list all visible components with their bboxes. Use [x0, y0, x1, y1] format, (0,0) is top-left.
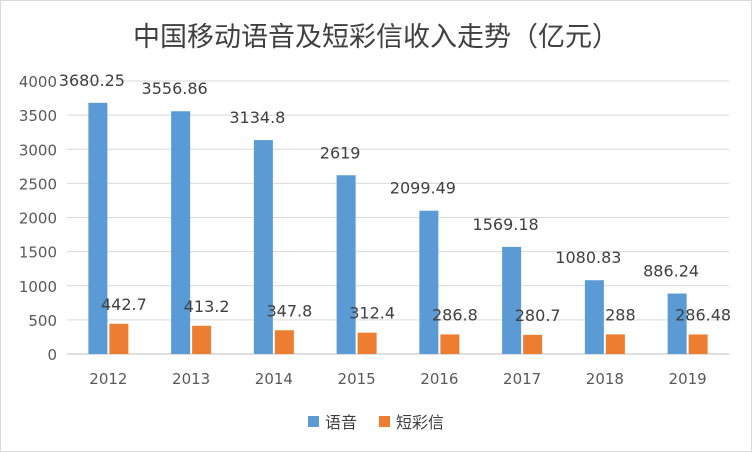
y-tick-label: 0: [47, 346, 57, 364]
x-tick-label: 2013: [172, 370, 210, 388]
x-tick-label: 2015: [338, 370, 376, 388]
bar-sms: [357, 332, 377, 354]
data-label-sms: 280.7: [515, 306, 561, 325]
legend-swatch-voice: [307, 415, 319, 427]
bar-sms: [274, 330, 294, 354]
bar-voice: [502, 246, 522, 354]
bar-voice: [88, 102, 108, 354]
data-label-voice: 1080.83: [555, 248, 621, 267]
bar-sms: [109, 323, 129, 354]
legend-swatch-sms: [379, 415, 390, 427]
data-label-sms: 286.48: [675, 305, 731, 324]
bar-sms: [688, 334, 708, 354]
bar-voice: [419, 210, 439, 354]
y-tick-label: 4000: [19, 73, 57, 91]
data-label-voice: 886.24: [643, 262, 699, 281]
y-tick-label: 1000: [19, 278, 57, 296]
legend-label-sms: 短彩信: [396, 413, 445, 432]
data-label-sms: 347.8: [266, 301, 312, 320]
x-tick-label: 2014: [255, 370, 293, 388]
data-label-voice: 2099.49: [390, 179, 456, 198]
y-tick-label: 500: [28, 312, 57, 330]
bar-sms: [192, 325, 212, 354]
data-label-voice: 3134.8: [229, 108, 285, 127]
x-tick-label: 2017: [503, 370, 541, 388]
y-tick-label: 1500: [19, 244, 57, 262]
data-label-voice: 1569.18: [473, 215, 539, 234]
y-tick-label: 3000: [19, 141, 57, 159]
x-tick-label: 2012: [89, 370, 127, 388]
data-label-sms: 442.7: [101, 295, 147, 314]
bar-sms: [523, 334, 543, 354]
x-tick-label: 2019: [669, 370, 707, 388]
data-label-sms: 286.8: [432, 305, 478, 324]
legend-item-sms: 短彩信: [379, 409, 444, 433]
data-label-sms: 413.2: [184, 297, 230, 316]
data-label-voice: 3556.86: [142, 79, 208, 98]
legend: 语音 短彩信: [1, 409, 751, 433]
x-tick-label: 2016: [420, 370, 458, 388]
bar-voice: [253, 140, 273, 354]
bar-voice: [667, 293, 687, 354]
legend-item-voice: 语音: [307, 409, 357, 433]
bar-voice: [336, 175, 356, 354]
bar-sms: [440, 334, 460, 354]
bar-voice: [584, 280, 604, 354]
data-label-voice: 2619: [320, 143, 361, 162]
bar-voice: [171, 111, 191, 354]
y-tick-label: 3500: [19, 107, 57, 125]
data-label-voice: 3680.25: [59, 71, 125, 90]
y-tick-label: 2500: [19, 175, 57, 193]
x-tick-label: 2018: [586, 370, 624, 388]
y-tick-label: 2000: [19, 210, 57, 228]
data-label-sms: 288: [605, 305, 636, 324]
bar-sms: [605, 334, 625, 354]
legend-label-voice: 语音: [324, 413, 357, 432]
data-label-sms: 312.4: [349, 304, 395, 323]
chart-title: 中国移动语音及短彩信收入走势（亿元）: [133, 22, 619, 53]
